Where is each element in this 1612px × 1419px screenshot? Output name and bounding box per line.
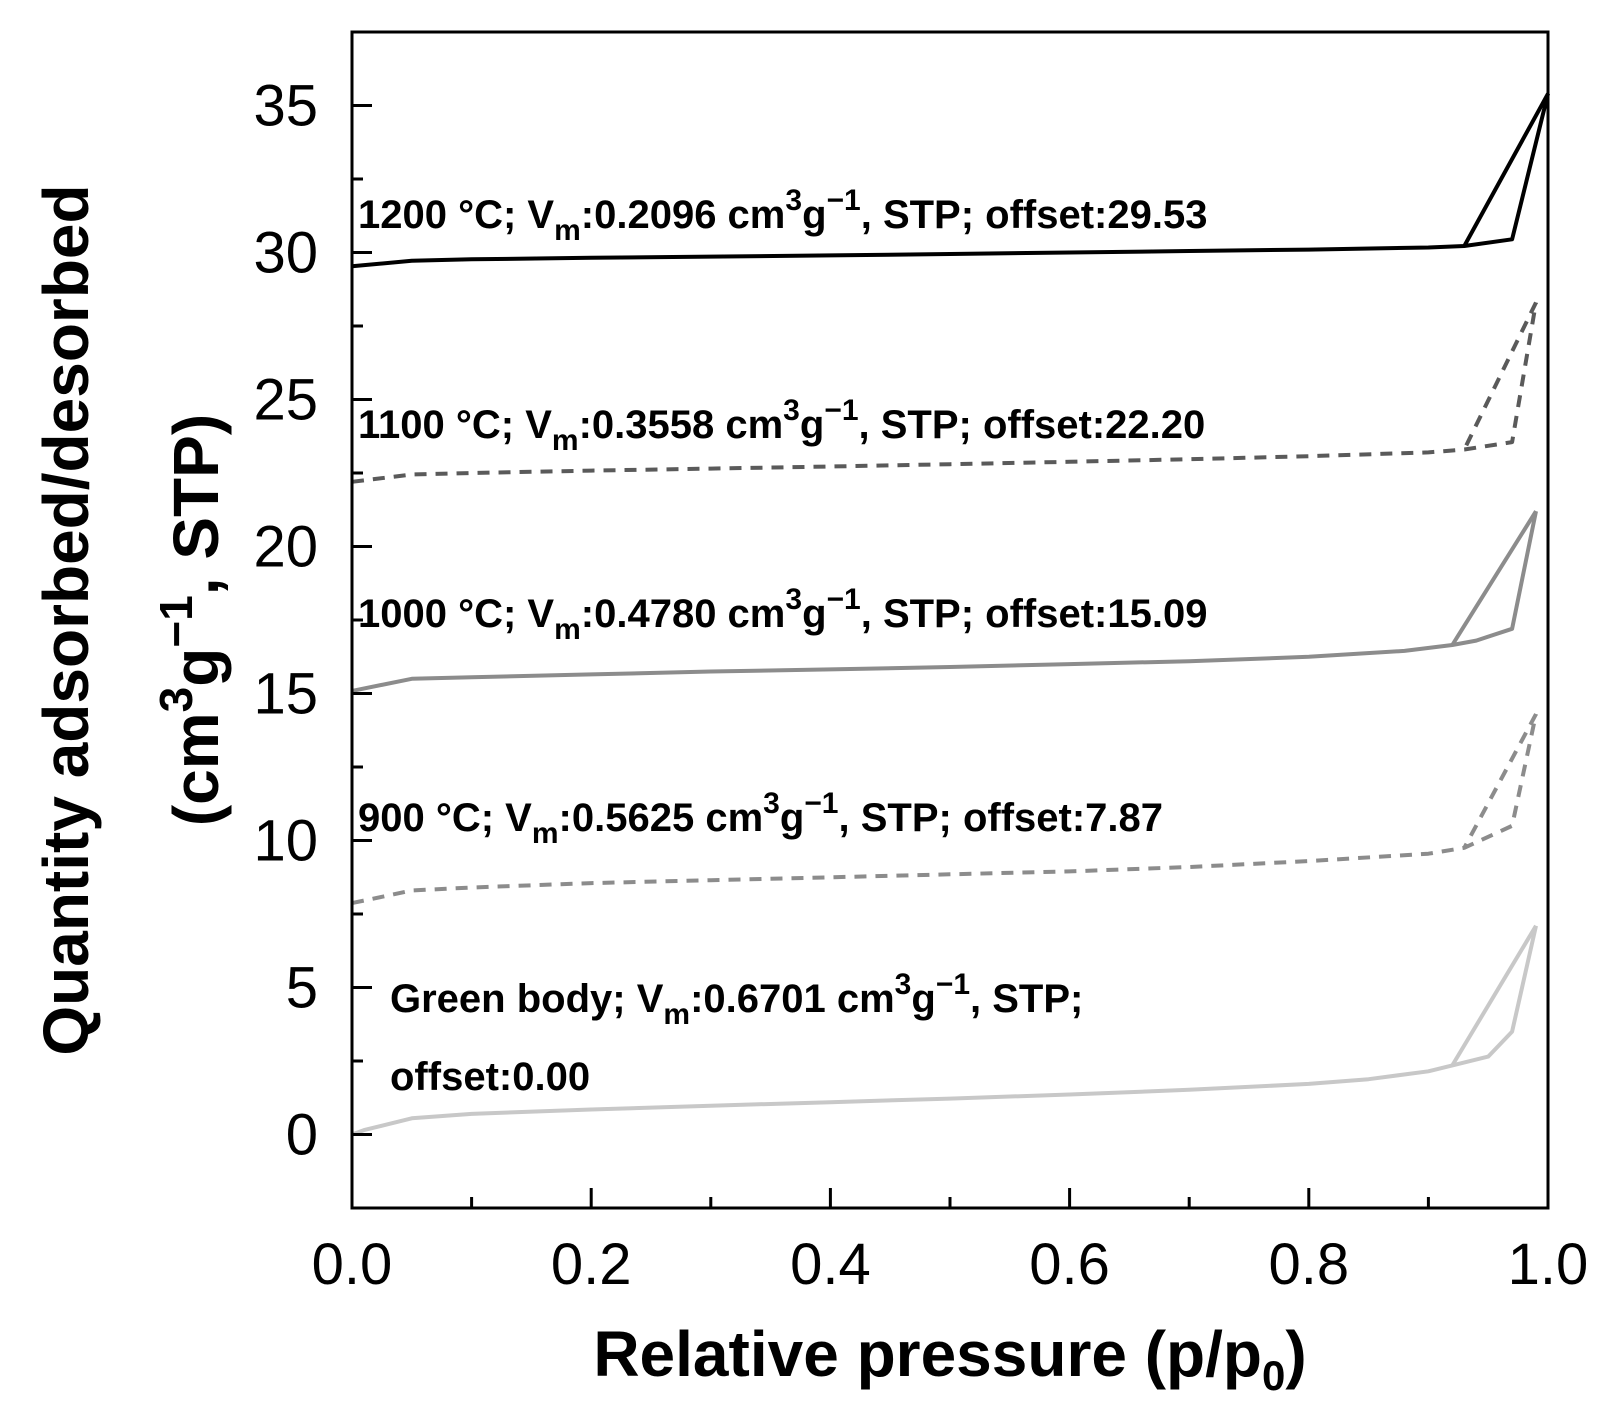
- series-1200-c-desorption: [1462, 92, 1550, 247]
- series-label-green-body-line2: offset:0.00: [390, 1055, 590, 1099]
- series-1100-c-desorption: [1462, 301, 1538, 451]
- series-green-body-adsorption: [351, 925, 1538, 1137]
- series-1000-c-adsorption: [351, 510, 1538, 693]
- x-tick-label: 0.8: [1268, 1232, 1349, 1297]
- y-tick-label: 25: [253, 368, 318, 433]
- series-label-1100-c: 1100 °C; Vm:0.3558 cm3g−1, STP; offset:2…: [358, 394, 1205, 457]
- series-1100-c-adsorption: [351, 302, 1538, 484]
- series-900-c-desorption: [1462, 713, 1538, 849]
- x-tick-label: 0.4: [790, 1232, 871, 1297]
- y-tick-label: 30: [253, 221, 318, 286]
- series-green-body-desorption: [1450, 924, 1538, 1067]
- y-axis-title-line1: Quantity adsorbed/desorbed: [30, 184, 102, 1055]
- y-tick-label: 5: [286, 956, 318, 1021]
- y-tick-label: 0: [286, 1103, 318, 1168]
- series-label-green-body: Green body; Vm:0.6701 cm3g−1, STP;: [390, 968, 1083, 1031]
- series-label-1200-c: 1200 °C; Vm:0.2096 cm3g−1, STP; offset:2…: [358, 184, 1207, 247]
- x-axis-title: Relative pressure (p/p0): [593, 1318, 1306, 1399]
- y-tick-label: 20: [253, 515, 318, 580]
- series-1200-c-adsorption: [351, 93, 1550, 269]
- x-tick-label: 0.6: [1029, 1232, 1110, 1297]
- x-tick-label: 0.0: [312, 1232, 393, 1297]
- series-label-900-c: 900 °C; Vm:0.5625 cm3g−1, STP; offset:7.…: [358, 787, 1163, 850]
- y-tick-label: 10: [253, 809, 318, 874]
- label-layer: Green body; Vm:0.6701 cm3g−1, STP; offset…: [358, 184, 1207, 1099]
- x-tick-label: 1.0: [1508, 1232, 1589, 1297]
- series-layer: [351, 92, 1550, 1137]
- y-axis-title-line2: (cm3g−1, STP): [150, 414, 232, 826]
- series-900-c-adsorption: [351, 713, 1538, 906]
- x-tick-label: 0.2: [551, 1232, 632, 1297]
- y-tick-label: 15: [253, 662, 318, 727]
- series-1000-c-desorption: [1450, 510, 1538, 647]
- axis-layer: 0 5 10 15 20 25 30 35 0.0 0.2 0.4 0.6 0.8 1.0 Relative…: [30, 30, 1589, 1399]
- y-tick-label: 35: [253, 74, 318, 139]
- series-label-1000-c: 1000 °C; Vm:0.4780 cm3g−1, STP; offset:1…: [358, 583, 1207, 646]
